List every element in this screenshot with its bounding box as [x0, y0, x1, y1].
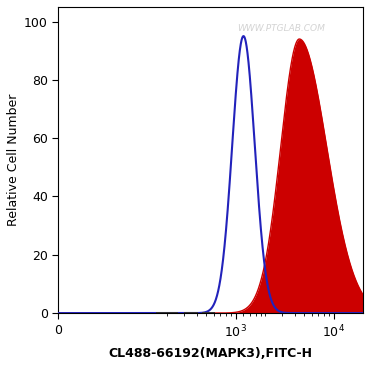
Y-axis label: Relative Cell Number: Relative Cell Number [7, 94, 20, 226]
X-axis label: CL488-66192(MAPK3),FITC-H: CL488-66192(MAPK3),FITC-H [109, 347, 313, 360]
Text: WWW.PTGLAB.COM: WWW.PTGLAB.COM [237, 24, 325, 33]
